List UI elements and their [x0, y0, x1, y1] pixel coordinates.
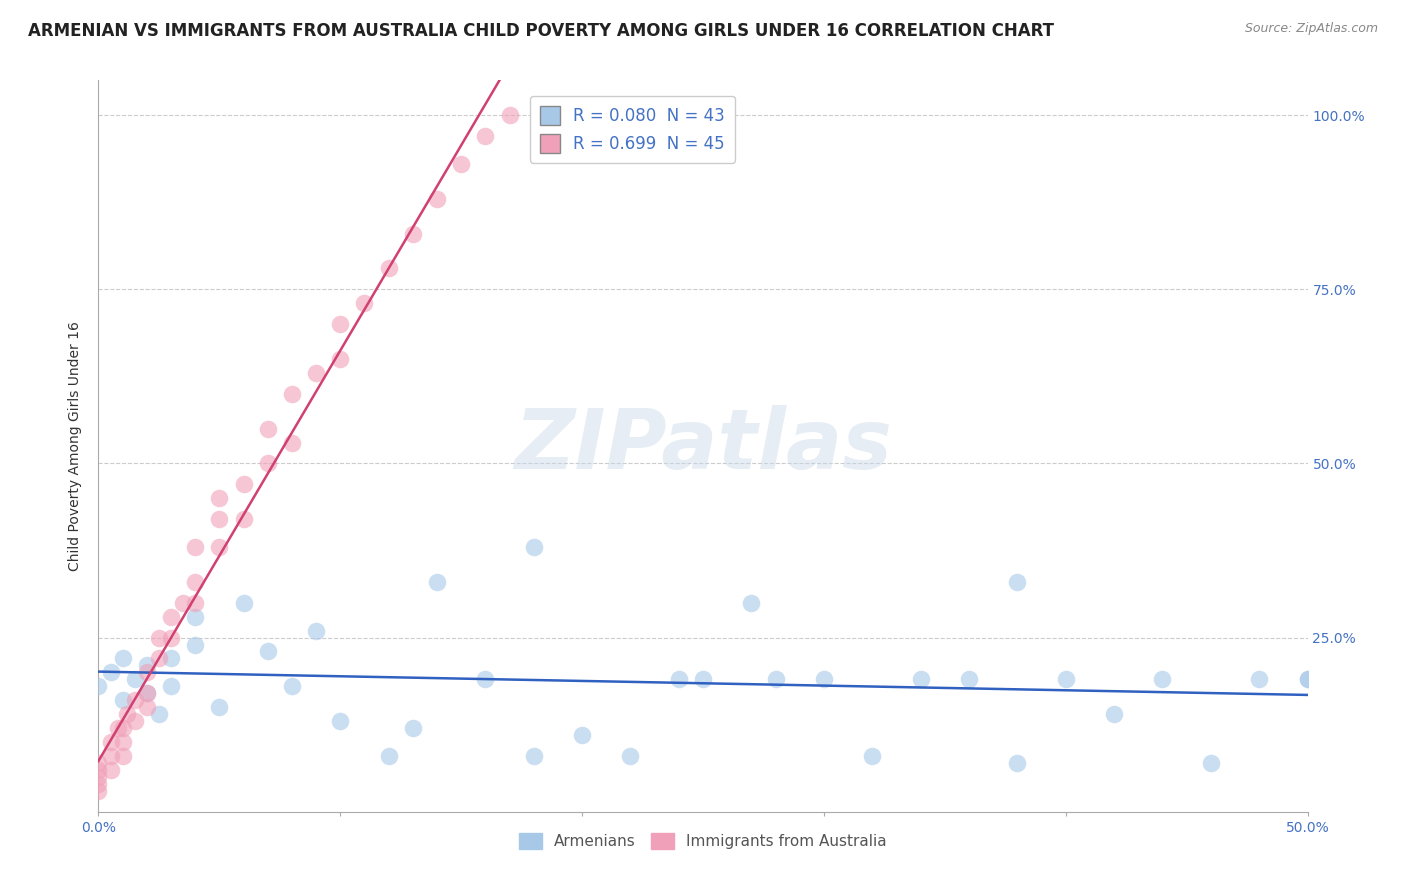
- Point: [377, 749, 399, 764]
- Legend: Armenians, Immigrants from Australia: Armenians, Immigrants from Australia: [513, 827, 893, 855]
- Point: [571, 728, 593, 742]
- Point: [813, 673, 835, 687]
- Point: [184, 574, 207, 589]
- Point: [1054, 673, 1077, 687]
- Point: [402, 227, 425, 241]
- Point: [148, 651, 170, 665]
- Point: [208, 700, 231, 714]
- Point: [124, 693, 146, 707]
- Point: [957, 673, 980, 687]
- Point: [117, 707, 139, 722]
- Point: [329, 317, 352, 331]
- Point: [87, 756, 110, 770]
- Point: [232, 512, 254, 526]
- Point: [692, 673, 714, 687]
- Point: [498, 108, 520, 122]
- Point: [160, 651, 183, 665]
- Point: [208, 512, 231, 526]
- Point: [160, 609, 183, 624]
- Point: [232, 477, 254, 491]
- Point: [148, 631, 170, 645]
- Point: [329, 351, 352, 366]
- Point: [87, 770, 110, 784]
- Point: [305, 366, 328, 380]
- Point: [377, 261, 399, 276]
- Point: [1296, 673, 1319, 687]
- Point: [184, 638, 207, 652]
- Point: [474, 673, 496, 687]
- Point: [281, 386, 304, 401]
- Point: [172, 596, 194, 610]
- Point: [100, 749, 122, 764]
- Point: [402, 721, 425, 735]
- Point: [860, 749, 883, 764]
- Point: [124, 714, 146, 728]
- Point: [111, 651, 134, 665]
- Point: [1007, 756, 1029, 770]
- Point: [256, 421, 278, 435]
- Point: [184, 609, 207, 624]
- Point: [668, 673, 690, 687]
- Point: [100, 763, 122, 777]
- Point: [135, 665, 157, 680]
- Point: [256, 457, 278, 471]
- Point: [1007, 574, 1029, 589]
- Point: [87, 679, 110, 693]
- Text: Source: ZipAtlas.com: Source: ZipAtlas.com: [1244, 22, 1378, 36]
- Point: [111, 749, 134, 764]
- Point: [111, 735, 134, 749]
- Point: [100, 735, 122, 749]
- Point: [1102, 707, 1125, 722]
- Point: [910, 673, 932, 687]
- Point: [148, 707, 170, 722]
- Point: [208, 491, 231, 506]
- Point: [87, 777, 110, 791]
- Text: ARMENIAN VS IMMIGRANTS FROM AUSTRALIA CHILD POVERTY AMONG GIRLS UNDER 16 CORRELA: ARMENIAN VS IMMIGRANTS FROM AUSTRALIA CH…: [28, 22, 1054, 40]
- Point: [523, 540, 546, 554]
- Point: [1296, 673, 1319, 687]
- Point: [765, 673, 787, 687]
- Point: [208, 540, 231, 554]
- Point: [1199, 756, 1222, 770]
- Point: [329, 714, 352, 728]
- Point: [87, 763, 110, 777]
- Point: [135, 686, 157, 700]
- Point: [1249, 673, 1271, 687]
- Point: [111, 693, 134, 707]
- Point: [426, 574, 449, 589]
- Point: [184, 540, 207, 554]
- Point: [160, 679, 183, 693]
- Point: [124, 673, 146, 687]
- Y-axis label: Child Poverty Among Girls Under 16: Child Poverty Among Girls Under 16: [69, 321, 83, 571]
- Point: [426, 192, 449, 206]
- Point: [111, 721, 134, 735]
- Point: [184, 596, 207, 610]
- Point: [523, 749, 546, 764]
- Point: [740, 596, 762, 610]
- Point: [87, 784, 110, 798]
- Point: [100, 665, 122, 680]
- Point: [450, 157, 472, 171]
- Point: [135, 686, 157, 700]
- Point: [353, 296, 375, 310]
- Text: ZIPatlas: ZIPatlas: [515, 406, 891, 486]
- Point: [474, 128, 496, 143]
- Point: [107, 721, 129, 735]
- Point: [135, 658, 157, 673]
- Point: [305, 624, 328, 638]
- Point: [256, 644, 278, 658]
- Point: [160, 631, 183, 645]
- Point: [232, 596, 254, 610]
- Point: [281, 435, 304, 450]
- Point: [135, 700, 157, 714]
- Point: [281, 679, 304, 693]
- Point: [619, 749, 641, 764]
- Point: [1152, 673, 1174, 687]
